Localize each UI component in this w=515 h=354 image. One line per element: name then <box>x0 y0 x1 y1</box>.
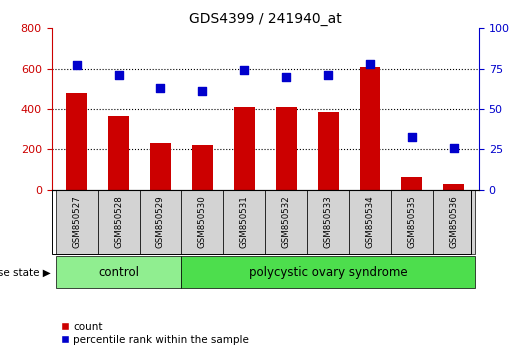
Text: GSM850528: GSM850528 <box>114 196 123 249</box>
Bar <box>391 190 433 255</box>
Text: GSM850529: GSM850529 <box>156 196 165 249</box>
Text: GSM850535: GSM850535 <box>407 196 417 249</box>
Point <box>282 74 290 80</box>
Bar <box>276 107 297 190</box>
Point <box>73 63 81 68</box>
Bar <box>66 93 87 190</box>
Point <box>366 61 374 67</box>
Bar <box>224 190 265 255</box>
Bar <box>234 107 255 190</box>
Point <box>324 72 332 78</box>
Text: GSM850533: GSM850533 <box>323 196 333 249</box>
Bar <box>401 177 422 190</box>
Bar <box>433 190 475 255</box>
Bar <box>150 143 171 190</box>
Point <box>450 145 458 151</box>
Bar <box>359 67 381 190</box>
Bar <box>140 190 181 255</box>
Text: GSM850534: GSM850534 <box>366 196 374 249</box>
Point <box>408 134 416 139</box>
Bar <box>56 256 181 289</box>
Point <box>157 85 165 91</box>
Text: GSM850530: GSM850530 <box>198 196 207 249</box>
Text: GSM850527: GSM850527 <box>72 196 81 249</box>
Legend: count, percentile rank within the sample: count, percentile rank within the sample <box>57 317 253 349</box>
Text: GSM850531: GSM850531 <box>240 196 249 249</box>
Bar <box>192 145 213 190</box>
Point <box>240 68 248 73</box>
Bar <box>318 112 338 190</box>
Bar <box>307 190 349 255</box>
Text: GSM850536: GSM850536 <box>449 196 458 249</box>
Point <box>198 88 207 94</box>
Bar <box>98 190 140 255</box>
Title: GDS4399 / 241940_at: GDS4399 / 241940_at <box>189 12 341 26</box>
Text: polycystic ovary syndrome: polycystic ovary syndrome <box>249 266 407 279</box>
Bar <box>443 184 465 190</box>
Bar <box>56 190 98 255</box>
Bar <box>181 256 475 289</box>
Bar <box>108 116 129 190</box>
Bar <box>265 190 307 255</box>
Bar <box>181 190 224 255</box>
Bar <box>349 190 391 255</box>
Text: disease state ▶: disease state ▶ <box>0 267 50 277</box>
Text: control: control <box>98 266 139 279</box>
Point <box>114 72 123 78</box>
Text: GSM850532: GSM850532 <box>282 196 290 249</box>
